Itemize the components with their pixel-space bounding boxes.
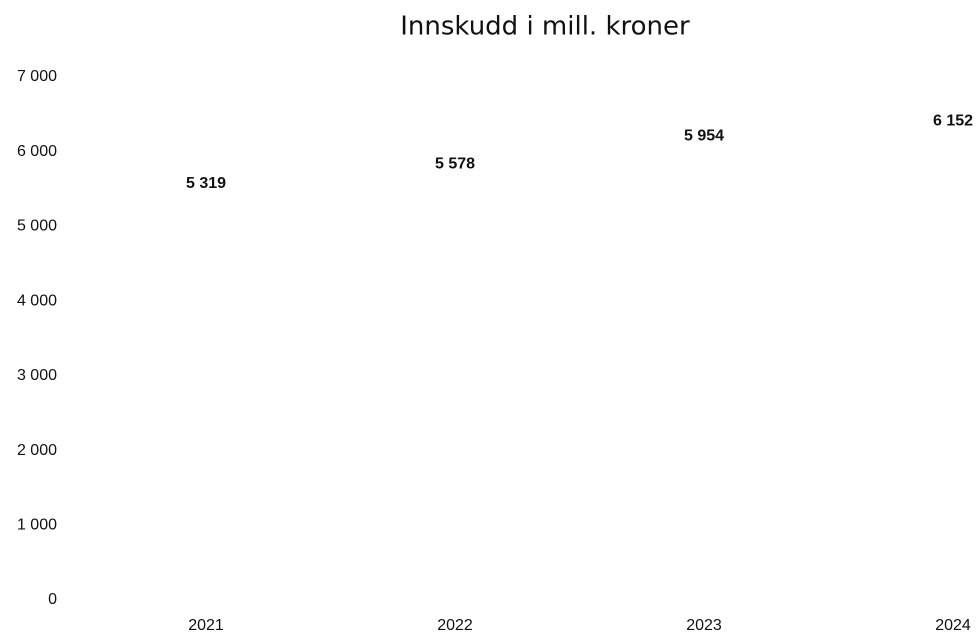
chart-title: Innskudd i mill. kroner	[400, 12, 690, 42]
bar	[878, 140, 979, 600]
value-label: 5 954	[684, 127, 724, 144]
value-label: 5 319	[186, 175, 226, 192]
x-tick-label: 2024	[935, 617, 971, 634]
bar	[380, 183, 530, 600]
x-tick-label: 2021	[188, 617, 224, 634]
y-tick-label: 2 000	[17, 442, 57, 459]
y-tick-label: 3 000	[17, 367, 57, 384]
y-tick-label: 0	[48, 591, 57, 608]
value-label: 6 152	[933, 113, 973, 130]
y-tick-label: 7 000	[17, 68, 57, 85]
bar	[629, 155, 779, 601]
y-tick-label: 4 000	[17, 292, 57, 309]
x-tick-label: 2022	[437, 617, 473, 634]
bar	[131, 202, 281, 600]
y-tick-label: 5 000	[17, 218, 57, 235]
value-label: 5 578	[435, 155, 475, 172]
y-tick-label: 6 000	[17, 143, 57, 160]
x-tick-label: 2023	[686, 617, 722, 634]
y-tick-label: 1 000	[17, 517, 57, 534]
